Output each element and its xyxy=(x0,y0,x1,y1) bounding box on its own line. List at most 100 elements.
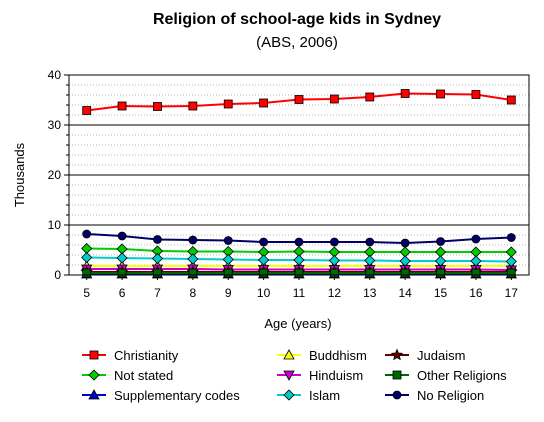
legend-label: Supplementary codes xyxy=(114,388,240,403)
legend-label: Islam xyxy=(309,388,340,403)
data-point xyxy=(329,268,339,278)
legend-item: Islam xyxy=(277,388,340,403)
legend-label: Christianity xyxy=(114,348,179,363)
data-point xyxy=(365,268,375,278)
legend-label: Other Religions xyxy=(417,368,507,383)
y-tick-label: 20 xyxy=(48,168,62,182)
data-point xyxy=(471,234,481,244)
data-point xyxy=(294,268,304,278)
data-point xyxy=(222,253,234,266)
grid xyxy=(69,84,529,266)
legend-item: Hinduism xyxy=(277,368,363,383)
data-point xyxy=(329,94,339,104)
data-point xyxy=(365,237,375,247)
data-point xyxy=(188,101,198,111)
data-point xyxy=(294,95,304,104)
x-tick-label: 10 xyxy=(257,286,271,300)
y-axis-label: Thousands xyxy=(12,142,27,207)
data-point xyxy=(82,229,92,239)
data-point xyxy=(82,268,92,278)
legend-label: No Religion xyxy=(417,388,484,403)
data-point xyxy=(117,101,127,111)
legend-marker xyxy=(392,370,402,380)
x-tick-label: 12 xyxy=(328,286,342,300)
legend-item: Christianity xyxy=(82,348,179,363)
legend-label: Hinduism xyxy=(309,368,363,383)
legend-item: No Religion xyxy=(385,388,484,403)
chart-title: Religion of school-age kids in Sydney xyxy=(153,11,441,28)
legend-marker xyxy=(88,389,100,400)
data-point xyxy=(117,268,127,278)
x-tick-label: 17 xyxy=(505,286,519,300)
data-point xyxy=(436,268,445,278)
data-point xyxy=(188,268,198,278)
data-point xyxy=(151,252,164,265)
data-point xyxy=(400,268,410,278)
data-point xyxy=(153,268,162,278)
legend-item: Judaism xyxy=(385,348,465,363)
x-axis-label: Age (years) xyxy=(264,316,331,331)
data-point xyxy=(153,235,162,244)
data-point xyxy=(223,236,233,245)
data-point xyxy=(329,237,339,247)
legend: Christianity Not stated Supplementary code… xyxy=(82,348,507,403)
legend-label: Judaism xyxy=(417,348,465,363)
series-other-religions xyxy=(82,268,516,278)
data-point xyxy=(436,237,445,246)
data-point xyxy=(506,95,516,105)
data-point xyxy=(223,268,233,278)
legend-item: Other Religions xyxy=(385,368,507,383)
data-point xyxy=(365,92,375,102)
legend-label: Buddhism xyxy=(309,348,367,363)
data-point xyxy=(81,251,93,264)
data-point xyxy=(328,254,340,267)
series-no-religion xyxy=(82,229,516,248)
data-point xyxy=(153,102,162,111)
plot-frame xyxy=(68,74,530,276)
data-point xyxy=(400,238,410,248)
data-point xyxy=(364,254,376,267)
legend-item: Buddhism xyxy=(277,348,367,363)
data-point xyxy=(188,235,198,245)
data-point xyxy=(293,254,305,266)
data-point xyxy=(436,89,445,99)
x-tick-label: 14 xyxy=(398,286,412,300)
y-tick-label: 40 xyxy=(48,68,62,82)
data-point xyxy=(82,106,92,115)
data-point xyxy=(259,268,269,278)
x-tick-label: 15 xyxy=(434,286,448,300)
y-tick-label: 30 xyxy=(48,118,62,132)
data-point xyxy=(116,252,128,264)
chart-subtitle: (ABS, 2006) xyxy=(256,34,338,51)
data-point xyxy=(259,237,269,247)
legend-marker xyxy=(283,370,295,381)
data-point xyxy=(506,268,516,278)
data-point xyxy=(258,254,270,266)
y-tick-label: 10 xyxy=(48,218,62,232)
legend-marker xyxy=(88,369,100,381)
data-point xyxy=(187,253,199,265)
x-tick-label: 6 xyxy=(119,286,126,300)
legend-item: Supplementary codes xyxy=(82,388,240,403)
legend-marker xyxy=(283,349,295,360)
legend-marker xyxy=(283,389,295,401)
data-point xyxy=(471,90,481,99)
legend-item: Not stated xyxy=(82,368,173,383)
x-tick-label: 13 xyxy=(363,286,377,300)
legend-marker xyxy=(390,348,404,361)
data-point xyxy=(294,237,304,247)
data-point xyxy=(223,99,233,109)
legend-marker xyxy=(89,350,99,360)
x-tick-label: 5 xyxy=(83,286,90,300)
x-tick-label: 8 xyxy=(190,286,197,300)
data-point xyxy=(471,268,481,278)
series-islam xyxy=(81,251,517,268)
series-group xyxy=(80,89,518,279)
legend-label: Not stated xyxy=(114,368,173,383)
x-tick-label: 7 xyxy=(154,286,161,300)
data-point xyxy=(470,255,482,267)
legend-marker xyxy=(392,390,402,400)
series-not-stated xyxy=(81,242,517,258)
data-point xyxy=(506,233,516,242)
data-point xyxy=(259,98,269,108)
